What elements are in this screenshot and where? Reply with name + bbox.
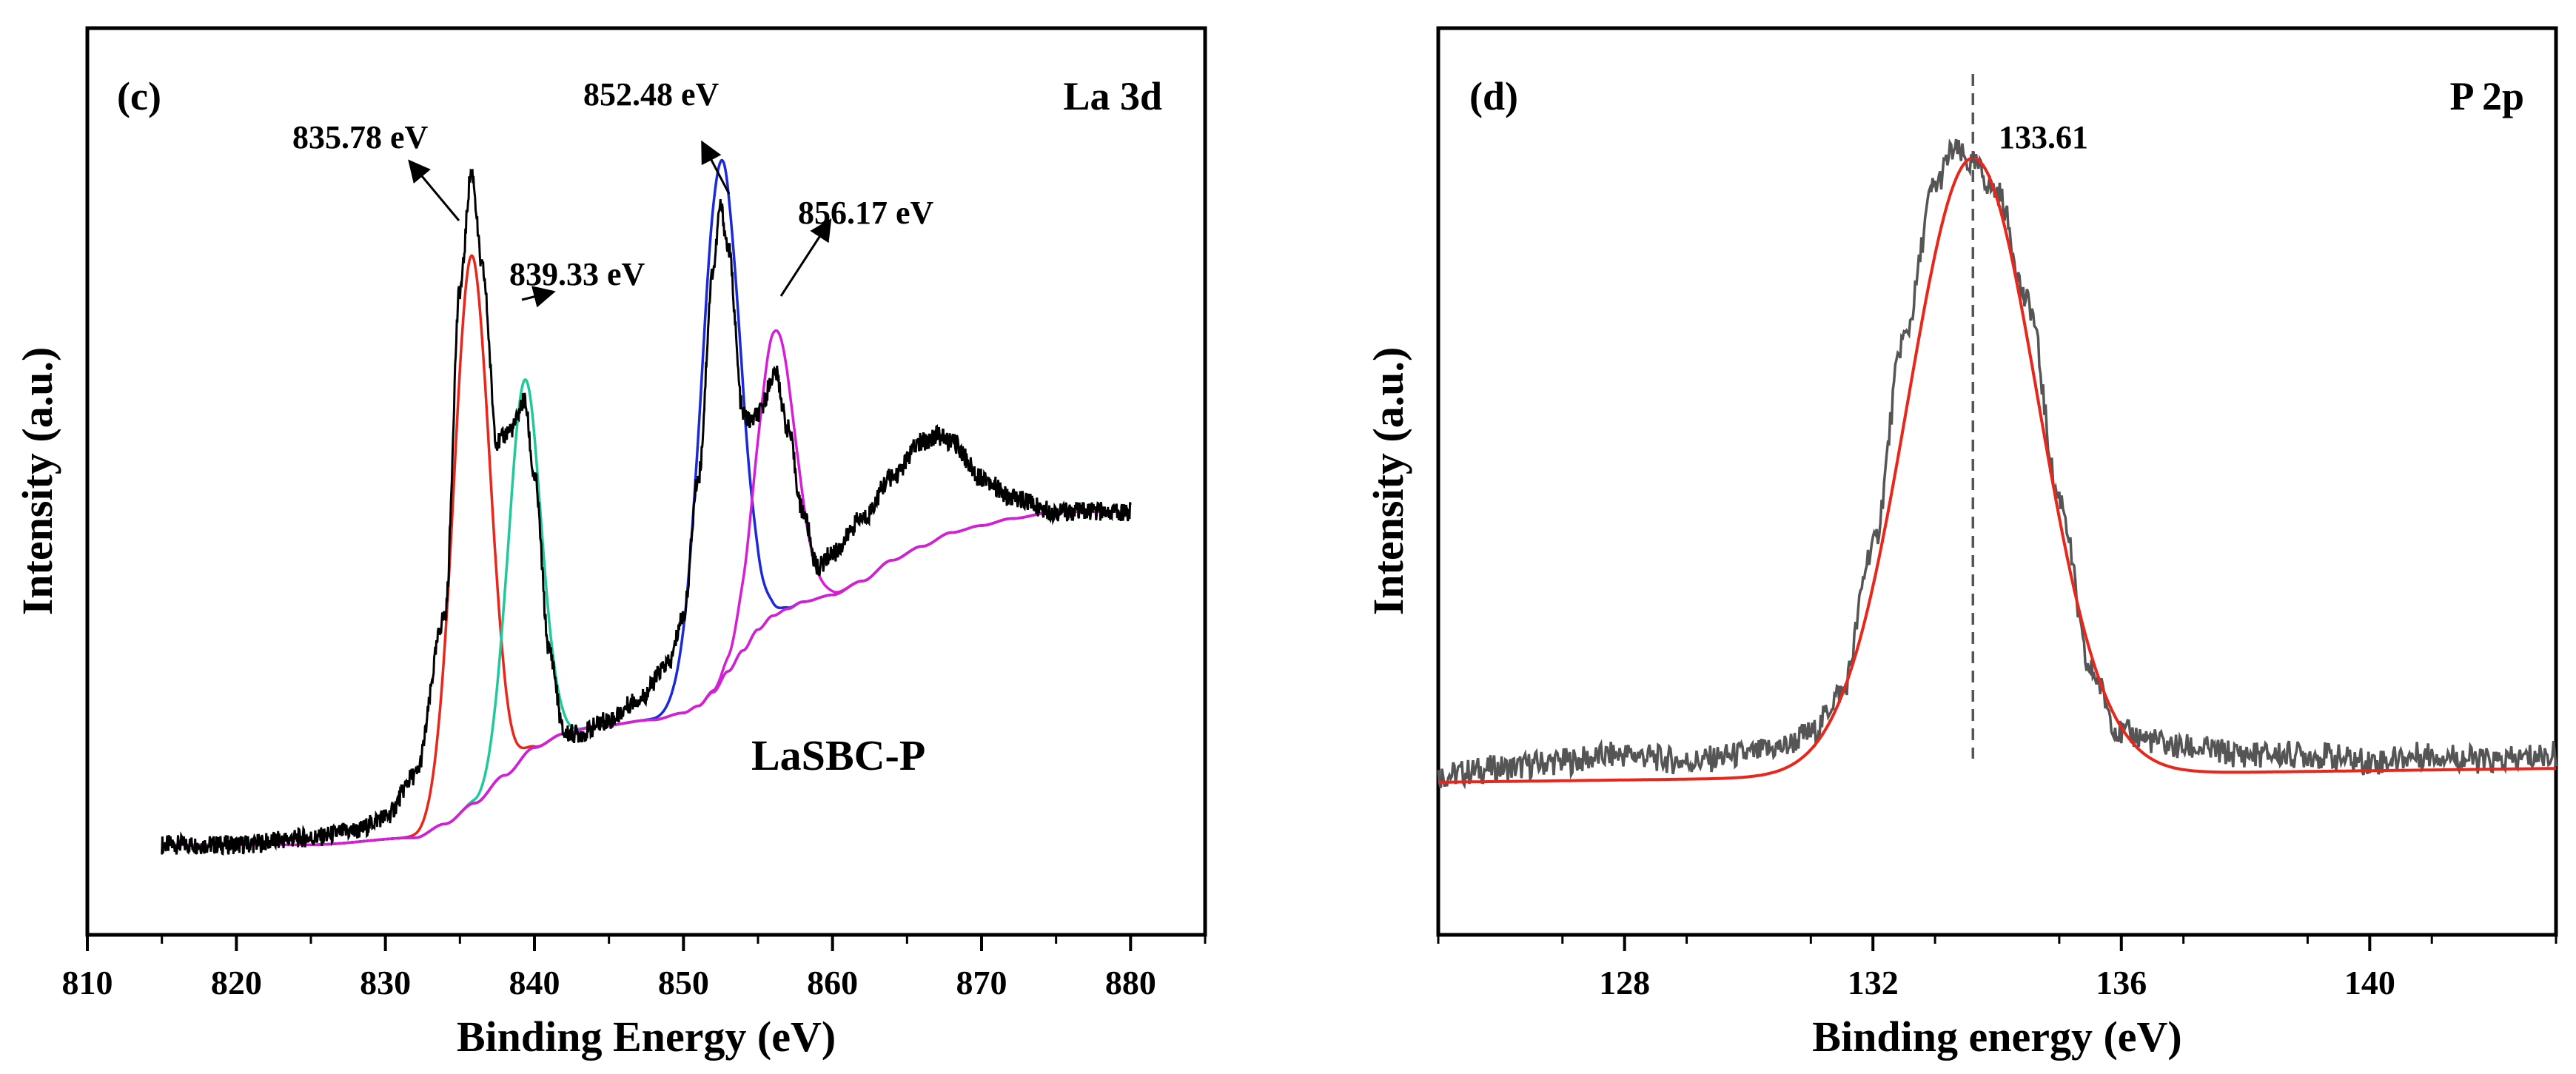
panel-c-x-tick-label: 820 <box>211 964 262 1001</box>
panel-d-fit-curve <box>1438 156 2557 784</box>
panel-c-x-tick-label: 810 <box>62 964 113 1001</box>
panel-c-x-axis-label: Binding Energy (eV) <box>457 1013 836 1061</box>
panel-c-label: (c) <box>117 74 161 118</box>
panel-c-title: La 3d <box>1063 74 1162 118</box>
annotation-839-33: 839.33 eV <box>509 256 645 292</box>
panel-c-annotation-arrows <box>408 140 832 308</box>
panel-c-fit-peak-4 <box>161 329 1131 847</box>
panel-c-fit-peak-2 <box>161 378 1131 847</box>
panel-d-x-tick-label: 128 <box>1599 964 1650 1001</box>
panel-c-sample-label: LaSBC-P <box>751 731 925 779</box>
panel-c-fit-peak-1 <box>161 254 1131 847</box>
panel-c-annotation-arrow <box>701 140 731 195</box>
panel-c-annotation-arrow <box>408 159 460 221</box>
panel-c-x-tick-label: 870 <box>956 964 1007 1001</box>
panel-c-x-tick-label: 880 <box>1105 964 1156 1001</box>
panel-c-frame <box>85 26 1207 937</box>
panel-c-x-tick-label: 850 <box>658 964 709 1001</box>
panel-c-plot-area <box>161 158 1132 856</box>
panel-d-frame <box>1436 26 2558 937</box>
panel-c-background-line <box>161 510 1131 847</box>
panel-c-chart: 810 820 830 840 850 860 870 880 (c) La 3d LaSBC… <box>13 26 1207 1061</box>
panel-d-x-tick-label: 132 <box>1848 964 1899 1001</box>
annotation-856-17: 856.17 eV <box>798 195 934 231</box>
panel-d-peak-annotation: 133.61 <box>1999 119 2088 155</box>
panel-d-y-axis-label: Intensity (a.u.) <box>1364 347 1412 616</box>
panel-c-x-tick-label: 840 <box>509 964 560 1001</box>
panel-d-title: P 2p <box>2449 74 2524 118</box>
panel-c-raw-spectrum <box>161 168 1132 856</box>
panel-c-x-ticks: 810 820 830 840 850 860 870 880 <box>62 935 1207 1001</box>
panel-d-chart: 128 132 136 140 (d) P 2p 133.61 Binding ene… <box>1364 26 2558 1061</box>
panel-d-label: (d) <box>1469 74 1518 118</box>
panel-c-annotation-arrow <box>779 218 832 297</box>
panel-d-x-ticks: 128 132 136 140 <box>1437 935 2557 1001</box>
panel-c-annotation-arrow <box>521 286 556 308</box>
panel-c-x-tick-label: 860 <box>807 964 858 1001</box>
panel-d-x-axis-label: Binding energy (eV) <box>1812 1013 2181 1061</box>
panel-c-x-tick-label: 830 <box>360 964 411 1001</box>
panel-c-annotations: 835.78 eV 839.33 eV 852.48 eV 856.17 eV <box>292 76 934 308</box>
panel-d-raw-spectrum <box>1437 138 2557 790</box>
panel-d-x-tick-label: 136 <box>2096 964 2147 1001</box>
panel-c-y-axis-label: Intensity (a.u.) <box>13 347 61 616</box>
panel-d-plot-area <box>1437 74 2557 790</box>
annotation-852-48: 852.48 eV <box>583 76 720 113</box>
panel-c-fit-peak-3 <box>161 158 1131 847</box>
panel-d-x-tick-label: 140 <box>2344 964 2395 1001</box>
annotation-835-78: 835.78 eV <box>292 119 429 155</box>
